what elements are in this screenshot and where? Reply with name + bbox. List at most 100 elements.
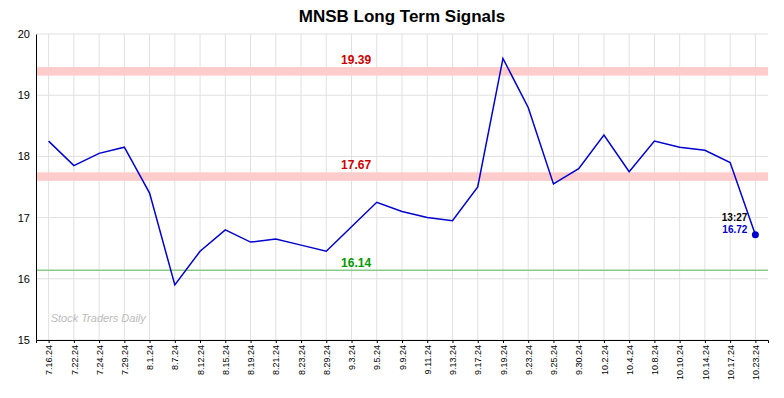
x-tick-label: 8.1.24 xyxy=(145,345,155,370)
x-tick: 8.19.24 xyxy=(246,340,256,375)
x-grid-line xyxy=(326,34,327,340)
x-grid-line xyxy=(654,34,655,340)
signal-label: 16.14 xyxy=(341,256,371,270)
y-tick-label: 17 xyxy=(18,212,30,224)
annotation-time: 13:27 xyxy=(722,212,748,223)
watermark: Stock Traders Daily xyxy=(51,312,148,324)
x-tick: 9.17.24 xyxy=(473,340,483,375)
x-tick-mark xyxy=(225,340,226,343)
y-tick: 16 xyxy=(18,273,36,285)
x-tick-mark xyxy=(49,340,50,343)
x-tick-mark xyxy=(680,340,681,343)
x-tick: 7.29.24 xyxy=(120,340,130,375)
x-tick-mark xyxy=(503,340,504,343)
x-tick-label: 10.17.24 xyxy=(726,345,736,380)
x-tick: 10.2.24 xyxy=(600,340,610,375)
signal-line xyxy=(36,269,768,271)
x-grid-line xyxy=(427,34,428,340)
x-grid-line xyxy=(603,34,604,340)
x-tick-mark xyxy=(276,340,277,343)
x-tick: 9.23.24 xyxy=(524,340,534,375)
plot-area xyxy=(36,58,768,284)
x-tick: 10.23.24 xyxy=(751,340,761,380)
signal-band xyxy=(36,172,768,181)
x-tick: 8.15.24 xyxy=(221,340,231,375)
x-tick-label: 10.4.24 xyxy=(625,345,635,375)
y-tick-label: 16 xyxy=(18,273,30,285)
x-tick: 9.5.24 xyxy=(372,340,382,370)
x-tick-mark xyxy=(150,340,151,343)
x-grid-line xyxy=(225,34,226,340)
x-grid-line xyxy=(578,34,579,340)
x-grid-line xyxy=(679,34,680,340)
x-tick-label: 9.11.24 xyxy=(423,345,433,374)
y-tick: 20 xyxy=(18,28,36,40)
chart-svg: 1516171819207.16.247.22.247.24.247.29.24… xyxy=(0,0,784,398)
x-tick-label: 9.9.24 xyxy=(398,345,408,370)
y-tick: 19 xyxy=(18,89,36,101)
y-axis: 151617181920 xyxy=(18,28,37,346)
x-tick: 8.1.24 xyxy=(145,340,155,370)
x-tick-mark xyxy=(528,340,529,343)
x-tick-label: 9.30.24 xyxy=(574,345,584,375)
annotation-value: 16.72 xyxy=(722,224,747,235)
y-tick: 15 xyxy=(18,334,36,346)
x-tick: 7.24.24 xyxy=(95,340,105,375)
x-grid-line xyxy=(250,34,251,340)
x-grid-line xyxy=(730,34,731,340)
x-tick-mark xyxy=(730,340,731,343)
x-tick-mark xyxy=(604,340,605,343)
grid xyxy=(36,34,768,340)
x-tick-label: 7.16.24 xyxy=(44,345,54,375)
y-tick: 17 xyxy=(18,212,36,224)
signal-label: 19.39 xyxy=(341,53,371,67)
x-tick: 9.30.24 xyxy=(574,340,584,375)
x-grid-line xyxy=(402,34,403,340)
x-tick-mark xyxy=(74,340,75,343)
x-grid-line xyxy=(149,34,150,340)
x-tick: 8.12.24 xyxy=(196,340,206,375)
x-tick-mark xyxy=(755,340,756,343)
chart-title: MNSB Long Term Signals xyxy=(299,7,506,26)
x-tick: 9.9.24 xyxy=(398,340,408,370)
x-tick: 9.19.24 xyxy=(499,340,509,375)
x-grid-line xyxy=(553,34,554,340)
chart-container: 1516171819207.16.247.22.247.24.247.29.24… xyxy=(0,0,784,398)
x-tick-label: 8.19.24 xyxy=(246,345,256,375)
x-tick-label: 9.5.24 xyxy=(372,345,382,370)
x-tick-label: 9.13.24 xyxy=(448,345,458,375)
x-tick: 9.13.24 xyxy=(448,340,458,375)
x-tick: 10.17.24 xyxy=(726,340,736,380)
x-grid-line xyxy=(502,34,503,340)
x-grid-line xyxy=(48,34,49,340)
x-tick-mark xyxy=(427,340,428,343)
x-axis: 7.16.247.22.247.24.247.29.248.1.248.7.24… xyxy=(37,340,769,380)
x-tick: 9.25.24 xyxy=(549,340,559,375)
x-tick-mark xyxy=(251,340,252,343)
x-tick: 9.3.24 xyxy=(347,340,357,370)
x-tick-mark xyxy=(452,340,453,343)
x-tick-label: 8.12.24 xyxy=(196,345,206,375)
x-tick-label: 10.14.24 xyxy=(701,345,711,380)
x-tick-mark xyxy=(124,340,125,343)
x-tick-mark xyxy=(553,340,554,343)
x-tick: 8.7.24 xyxy=(170,340,180,370)
x-tick-label: 10.8.24 xyxy=(650,345,660,375)
y-tick-label: 20 xyxy=(18,28,30,40)
x-axis-line xyxy=(37,341,769,344)
x-tick-mark xyxy=(326,340,327,343)
x-tick-label: 8.21.24 xyxy=(271,345,281,375)
x-grid-line xyxy=(755,34,756,340)
x-tick-label: 8.29.24 xyxy=(322,345,332,375)
x-tick-mark xyxy=(175,340,176,343)
signal-label: 17.67 xyxy=(341,158,371,172)
x-tick: 8.23.24 xyxy=(297,340,307,375)
x-tick: 10.8.24 xyxy=(650,340,660,375)
x-tick-label: 8.23.24 xyxy=(297,345,307,375)
x-tick-label: 9.17.24 xyxy=(473,345,483,375)
x-tick-label: 7.24.24 xyxy=(95,345,105,375)
x-grid-line xyxy=(629,34,630,340)
x-tick-mark xyxy=(402,340,403,343)
x-tick-label: 9.19.24 xyxy=(499,345,509,375)
x-grid-line xyxy=(200,34,201,340)
